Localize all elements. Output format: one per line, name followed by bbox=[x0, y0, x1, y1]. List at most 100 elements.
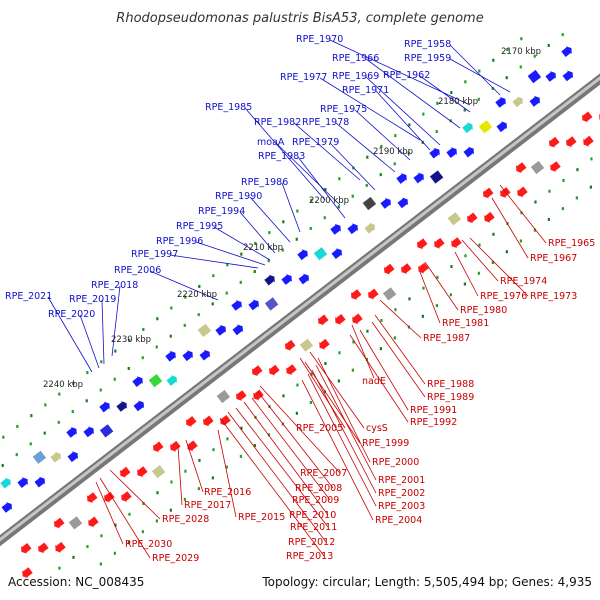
track-dot bbox=[58, 392, 61, 396]
minus-gene-arrow bbox=[104, 491, 115, 503]
minus-gene-arrow bbox=[401, 263, 412, 274]
topology-text: Topology: circular; Length: 5,505,494 bp… bbox=[261, 575, 592, 589]
track-dot bbox=[239, 280, 242, 284]
gene-label: RPE_1991 bbox=[410, 405, 457, 416]
track-dot bbox=[309, 400, 312, 404]
track-dot bbox=[408, 123, 411, 127]
gene-label: RPE_1977 bbox=[280, 72, 327, 83]
track-dot bbox=[436, 275, 439, 279]
gene-box bbox=[429, 170, 444, 184]
gene-label: RPE_1994 bbox=[198, 206, 245, 217]
gene-label: RPE_2003 bbox=[378, 501, 425, 512]
label-leader bbox=[365, 76, 441, 146]
gene-label: RPE_2017 bbox=[184, 500, 231, 511]
gene-label: RPE_2013 bbox=[286, 551, 333, 562]
label-leader bbox=[379, 299, 422, 339]
minus-gene-arrow bbox=[384, 263, 395, 275]
label-leader bbox=[217, 429, 237, 518]
label-leader bbox=[461, 239, 499, 282]
plus-gene-arrow bbox=[232, 324, 243, 336]
track-dot bbox=[16, 424, 19, 428]
track-dot bbox=[197, 313, 200, 317]
gene-label: RPE_1997 bbox=[131, 249, 178, 260]
track-dot bbox=[505, 250, 508, 254]
track-dot bbox=[491, 86, 494, 90]
track-dot bbox=[492, 58, 495, 62]
minus-strand-labels: RPE_1965 RPE_1967 RPE_1974 RPE_1976 RPE_… bbox=[125, 238, 595, 564]
track-dot bbox=[408, 297, 411, 301]
track-dot bbox=[547, 217, 550, 221]
minus-gene-arrow bbox=[550, 161, 561, 172]
track-dot bbox=[267, 259, 270, 263]
minus-gene-arrow bbox=[368, 288, 379, 300]
plus-gene-arrow bbox=[0, 477, 11, 489]
plus-gene-arrow bbox=[396, 173, 407, 184]
label-leader bbox=[424, 261, 459, 311]
gene-label: RPE_1992 bbox=[410, 417, 457, 428]
track-dot bbox=[2, 435, 5, 439]
gene-label: RPE_2029 bbox=[152, 553, 199, 564]
track-dot bbox=[351, 194, 354, 198]
track-dot bbox=[491, 260, 494, 264]
plus-gene-arrow bbox=[397, 197, 408, 209]
minus-gene-arrow bbox=[335, 314, 346, 325]
track-dot bbox=[30, 414, 33, 418]
plus-gene-arrow bbox=[248, 299, 259, 311]
track-dot bbox=[337, 205, 340, 209]
track-dot bbox=[450, 91, 453, 95]
track-dot bbox=[85, 399, 88, 403]
gene-label: RPE_1976 bbox=[480, 291, 527, 302]
track-dot bbox=[169, 508, 172, 512]
track-dot bbox=[225, 291, 228, 295]
minus-gene-arrow bbox=[220, 415, 231, 426]
track-dot bbox=[15, 453, 18, 457]
track-dot bbox=[142, 502, 145, 506]
track-dot bbox=[72, 555, 75, 559]
track-dot bbox=[198, 458, 201, 462]
label-leader bbox=[47, 296, 93, 373]
plus-gene-arrow bbox=[462, 122, 473, 134]
plus-gene-arrow bbox=[380, 198, 391, 209]
label-leader bbox=[219, 417, 325, 557]
track-dot bbox=[128, 512, 131, 516]
track-dot bbox=[380, 318, 383, 322]
track-dot bbox=[561, 207, 564, 211]
gene-label: RPE_2004 bbox=[375, 515, 422, 526]
gene-box bbox=[151, 465, 166, 479]
track-dot bbox=[407, 151, 410, 155]
track-dot bbox=[198, 284, 201, 288]
track-dot bbox=[589, 185, 592, 189]
label-leaders bbox=[47, 39, 547, 559]
plus-gene-arrow bbox=[347, 223, 358, 235]
minus-gene-arrow bbox=[21, 543, 32, 554]
track-dot bbox=[197, 487, 200, 491]
track-dot bbox=[114, 349, 117, 353]
plus-gene-arrow bbox=[298, 273, 309, 285]
track-dot bbox=[422, 286, 425, 290]
track-dot bbox=[575, 196, 578, 200]
tick-2240: 2240 kbp bbox=[43, 380, 83, 390]
label-leader bbox=[335, 122, 396, 173]
gene-label: RPE_2008 bbox=[295, 483, 342, 494]
label-leader bbox=[169, 254, 259, 269]
label-leader bbox=[275, 142, 341, 206]
track-dot bbox=[71, 410, 74, 414]
plus-gene-arrow bbox=[199, 349, 210, 361]
track-dot bbox=[365, 183, 368, 187]
track-dot bbox=[519, 65, 522, 69]
gene-label: RPE_2019 bbox=[69, 294, 116, 305]
label-leader bbox=[301, 379, 374, 521]
track-dot bbox=[86, 545, 89, 549]
minus-gene-arrow bbox=[286, 364, 297, 375]
track-dot bbox=[478, 243, 481, 247]
minus-gene-arrow bbox=[434, 237, 445, 249]
track-dot bbox=[281, 248, 284, 252]
gene-label: RPE_2001 bbox=[378, 475, 425, 486]
track-dot bbox=[464, 80, 467, 84]
plus-gene-arrow bbox=[281, 274, 292, 285]
plus-gene-arrow bbox=[116, 401, 127, 412]
label-leader bbox=[499, 184, 547, 244]
track-dot bbox=[477, 97, 480, 101]
label-leader bbox=[319, 77, 421, 141]
plus-gene-arrow bbox=[66, 427, 77, 438]
